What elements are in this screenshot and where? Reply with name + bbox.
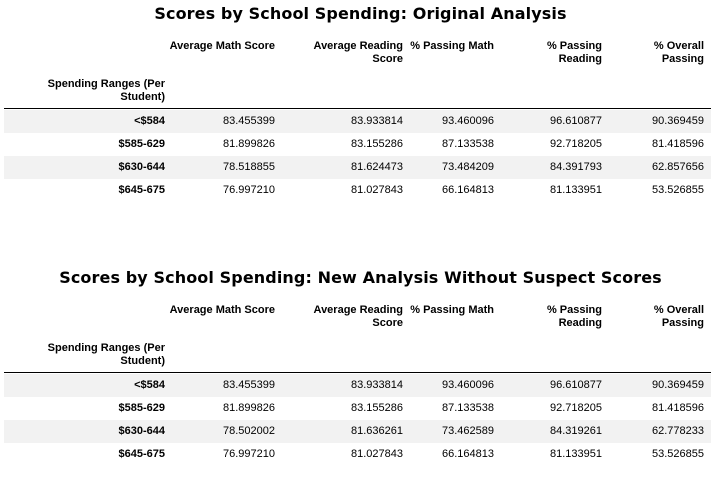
row-label: <$584 bbox=[134, 115, 165, 127]
table-cell: 81.418596 bbox=[652, 402, 704, 414]
table-cell: 76.997210 bbox=[223, 448, 275, 460]
column-header: % Passing Reading bbox=[546, 40, 602, 65]
table-cell: 76.997210 bbox=[223, 184, 275, 196]
column-header: % Overall Passing bbox=[653, 304, 704, 329]
table-cell: 81.899826 bbox=[223, 402, 275, 414]
table-title: Scores by School Spending: Original Anal… bbox=[154, 4, 567, 23]
table-cell: 81.636261 bbox=[351, 425, 403, 437]
table-cell: 81.027843 bbox=[351, 448, 403, 460]
table-cell: 73.484209 bbox=[442, 161, 494, 173]
table-cell: 90.369459 bbox=[652, 115, 704, 127]
header-divider bbox=[4, 108, 711, 109]
column-header: % Passing Math bbox=[410, 40, 494, 52]
row-label: $630-644 bbox=[118, 425, 166, 437]
table-cell: 84.319261 bbox=[550, 425, 602, 437]
table-cell: 78.518855 bbox=[223, 161, 275, 173]
index-header: Spending Ranges (Per Student) bbox=[47, 342, 165, 367]
table-cell: 93.460096 bbox=[442, 115, 494, 127]
table-cell: 83.933814 bbox=[351, 379, 403, 391]
table-cell: 62.857656 bbox=[652, 161, 704, 173]
table-cell: 96.610877 bbox=[550, 379, 602, 391]
header-divider bbox=[4, 372, 711, 373]
table-cell: 81.624473 bbox=[351, 161, 403, 173]
column-header: Average Math Score bbox=[169, 40, 275, 52]
table-cell: 81.418596 bbox=[652, 138, 704, 150]
table-cell: 81.133951 bbox=[550, 448, 602, 460]
table-cell: 53.526855 bbox=[652, 448, 704, 460]
table-row: $630-644 78.502002 81.636261 73.462589 84.31… bbox=[4, 420, 711, 443]
table-cell: 78.502002 bbox=[223, 425, 275, 437]
table-cell: 81.133951 bbox=[550, 184, 602, 196]
column-header: Average Reading Score bbox=[313, 40, 403, 65]
table-cell: 53.526855 bbox=[652, 184, 704, 196]
table-row: <$584 83.455399 83.933814 93.460096 96.61087… bbox=[4, 110, 711, 133]
row-label: $645-675 bbox=[118, 448, 166, 460]
table-cell: 90.369459 bbox=[652, 379, 704, 391]
row-label: <$584 bbox=[134, 379, 165, 391]
table-row: $645-675 76.997210 81.027843 66.164813 81.13… bbox=[4, 179, 711, 202]
table-cell: 96.610877 bbox=[550, 115, 602, 127]
column-header: % Passing Math bbox=[410, 304, 494, 316]
table-cell: 83.455399 bbox=[223, 379, 275, 391]
column-header: % Passing Reading bbox=[546, 304, 602, 329]
row-label: $630-644 bbox=[118, 161, 166, 173]
table-cell: 83.933814 bbox=[351, 115, 403, 127]
table-cell: 87.133538 bbox=[442, 402, 494, 414]
table-cell: 92.718205 bbox=[550, 402, 602, 414]
table-cell: 92.718205 bbox=[550, 138, 602, 150]
table-row: $645-675 76.997210 81.027843 66.164813 81.13… bbox=[4, 443, 711, 466]
table-row: $630-644 78.518855 81.624473 73.484209 84.39… bbox=[4, 156, 711, 179]
table-cell: 87.133538 bbox=[442, 138, 494, 150]
table-cell: 73.462589 bbox=[442, 425, 494, 437]
table-cell: 83.455399 bbox=[223, 115, 275, 127]
table-cell: 93.460096 bbox=[442, 379, 494, 391]
index-header: Spending Ranges (Per Student) bbox=[47, 78, 165, 103]
column-header: % Overall Passing bbox=[653, 40, 704, 65]
row-label: $585-629 bbox=[118, 138, 166, 150]
table-row: <$584 83.455399 83.933814 93.460096 96.61087… bbox=[4, 374, 711, 397]
table-cell: 66.164813 bbox=[442, 184, 494, 196]
table-cell: 83.155286 bbox=[351, 138, 403, 150]
table-cell: 81.027843 bbox=[351, 184, 403, 196]
table-cell: 66.164813 bbox=[442, 448, 494, 460]
table-cell: 84.391793 bbox=[550, 161, 602, 173]
column-header: Average Reading Score bbox=[313, 304, 403, 329]
table-cell: 62.778233 bbox=[652, 425, 704, 437]
table-row: $585-629 81.899826 83.155286 87.133538 92.71… bbox=[4, 133, 711, 156]
row-label: $585-629 bbox=[118, 402, 166, 414]
table-title: Scores by School Spending: New Analysis … bbox=[59, 268, 662, 287]
row-label: $645-675 bbox=[118, 184, 166, 196]
table-cell: 81.899826 bbox=[223, 138, 275, 150]
column-header: Average Math Score bbox=[169, 304, 275, 316]
table-row: $585-629 81.899826 83.155286 87.133538 92.71… bbox=[4, 397, 711, 420]
table-cell: 83.155286 bbox=[351, 402, 403, 414]
